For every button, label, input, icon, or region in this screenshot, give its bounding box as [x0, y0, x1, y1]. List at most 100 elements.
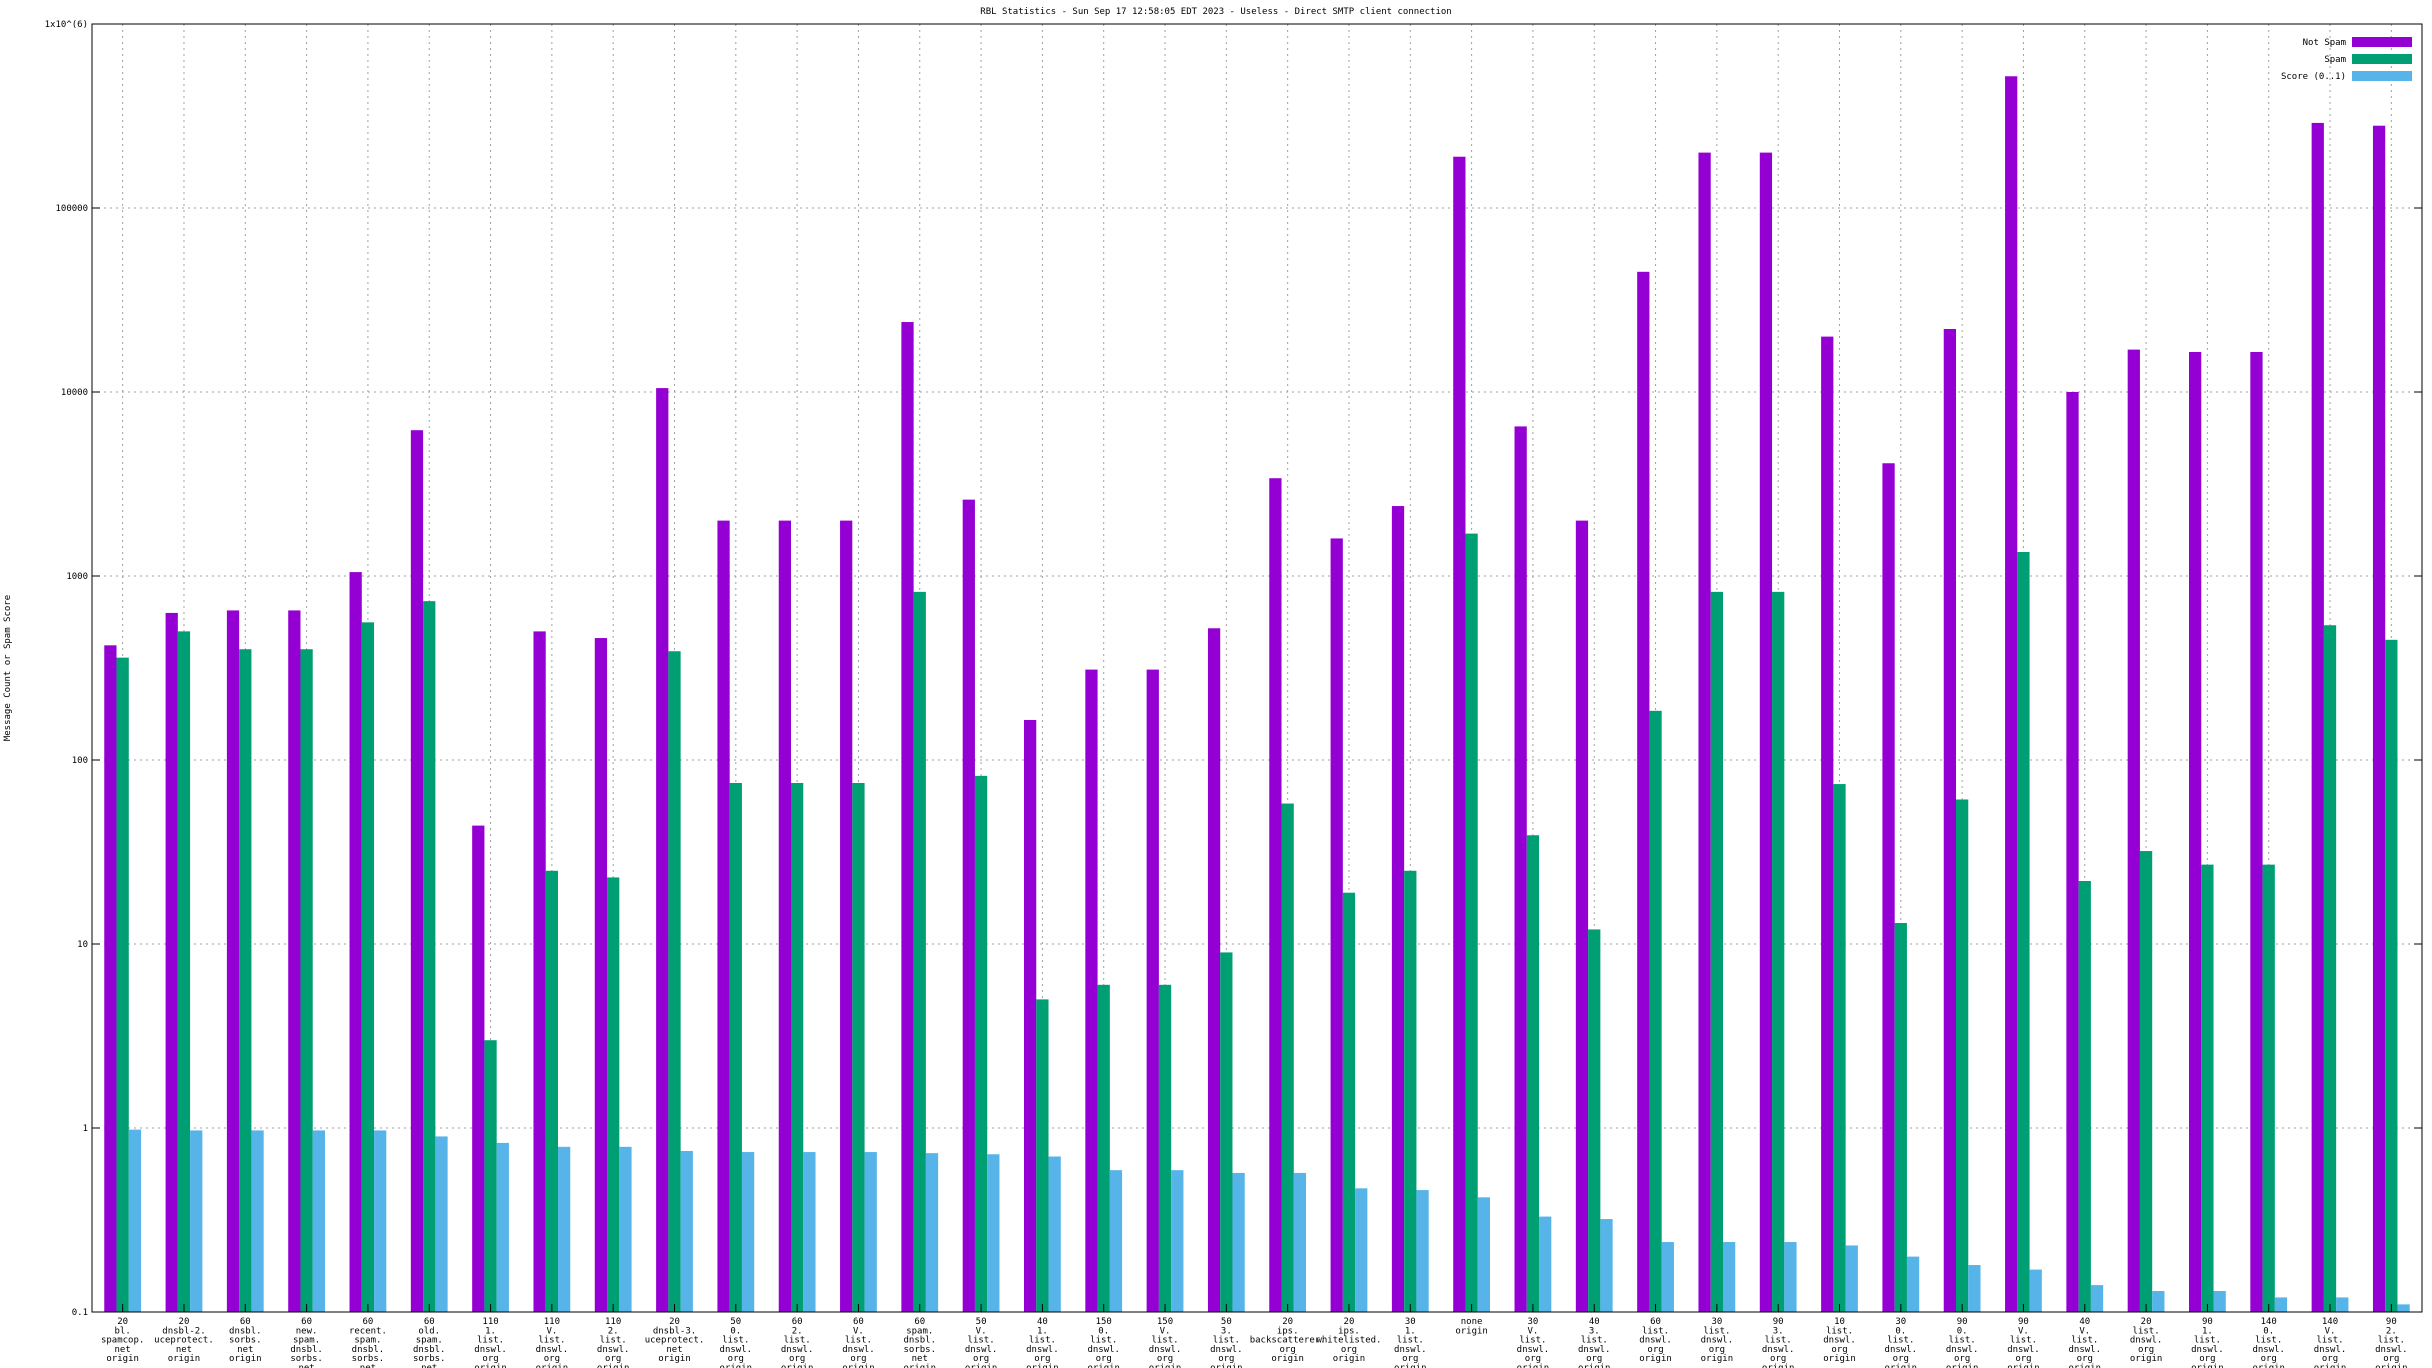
x-category-label-line: 40	[1589, 1317, 1600, 1327]
bar-score-0-1	[1968, 1265, 1981, 1312]
bar-score-0-1	[1661, 1242, 1674, 1312]
bar-spam	[668, 651, 681, 1312]
x-category-label-line: 20	[1344, 1317, 1355, 1327]
bar-not-spam	[2250, 351, 2263, 1313]
y-ticks: 0.1 1 10 100 1000 10000 100000 1x10^(6)	[45, 20, 2422, 1318]
bar-not-spam	[1698, 152, 1711, 1313]
x-category-label-line: 50	[730, 1317, 741, 1327]
x-category-label-line: 60	[1650, 1317, 1661, 1327]
bar-score-0-1	[251, 1130, 264, 1312]
x-category-label-line: list.	[1519, 1336, 1546, 1346]
bar-spam	[300, 649, 313, 1312]
x-category-label-line: dnswl.	[1639, 1336, 1672, 1346]
bar-score-0-1	[2213, 1291, 2226, 1312]
x-category-label-line: 60	[301, 1317, 312, 1327]
legend-swatch	[2352, 37, 2412, 47]
bar-not-spam	[349, 572, 362, 1312]
bar-score-0-1	[1723, 1242, 1736, 1312]
x-category-label-line: origin	[781, 1364, 814, 1368]
x-category-label-line: org	[2077, 1354, 2093, 1364]
x-category-label-line: 30	[1895, 1317, 1906, 1327]
x-category-label-line: org	[1525, 1354, 1541, 1364]
x-category-label-line: dnswl.	[2007, 1345, 2040, 1355]
x-category-label-line: list.	[538, 1336, 565, 1346]
x-category-label-line: dnswl.	[1210, 1345, 1243, 1355]
x-category-label-line: origin	[965, 1364, 998, 1368]
bar-spam	[1342, 892, 1356, 1312]
x-category-label-line: origin	[1517, 1364, 1550, 1368]
y-tick-label: 1	[83, 1124, 88, 1134]
bar-spam	[1649, 710, 1662, 1312]
x-category-label-line: origin	[474, 1364, 507, 1368]
bar-not-spam	[2127, 349, 2140, 1313]
x-category-label-line: uceprotect.	[645, 1336, 705, 1346]
bar-not-spam	[533, 631, 546, 1312]
x-category-label-line: origin	[2375, 1364, 2408, 1368]
x-category-label-line: net	[115, 1345, 131, 1355]
x-category-label-line: list.	[1151, 1336, 1178, 1346]
x-category-label-line: list.	[1826, 1326, 1853, 1336]
y-tick-label: 10000	[61, 388, 88, 398]
x-category-label-line: V.	[976, 1326, 987, 1336]
bar-score-0-1	[803, 1152, 816, 1312]
x-category-label-line: dnswl.	[720, 1345, 753, 1355]
bar-not-spam	[410, 430, 424, 1312]
x-category-label-line: 150	[1157, 1317, 1173, 1327]
x-category-label-line: V.	[2018, 1326, 2029, 1336]
x-category-label-line: org	[1280, 1345, 1296, 1355]
x-category-label-line: 20	[1282, 1317, 1293, 1327]
x-category-label-line: spam.	[293, 1336, 320, 1346]
x-category-label-line: recent.	[349, 1326, 387, 1336]
x-category-label-line: 3.	[1773, 1326, 1784, 1336]
x-category-label-line: sorbs.	[352, 1354, 385, 1364]
x-category-label-line: origin	[1946, 1364, 1979, 1368]
bar-score-0-1	[1906, 1256, 1920, 1312]
bar-not-spam	[1269, 478, 1282, 1313]
x-category-label-line: origin	[2069, 1364, 2102, 1368]
chart-title: RBL Statistics - Sun Sep 17 12:58:05 EDT…	[980, 7, 1451, 17]
x-category-label-line: sorbs.	[229, 1336, 262, 1346]
x-category-label-line: 110	[482, 1317, 498, 1327]
bar-not-spam	[656, 388, 669, 1313]
x-category-label-line: origin	[1885, 1364, 1918, 1368]
bar-not-spam	[901, 322, 914, 1312]
bar-score-0-1	[190, 1130, 203, 1312]
x-category-label-line: ips.	[1277, 1326, 1299, 1336]
bar-not-spam	[1514, 426, 1527, 1312]
x-category-label-line: V.	[546, 1326, 557, 1336]
bar-spam	[1588, 929, 1601, 1312]
x-category-label-line: org	[2261, 1354, 2277, 1364]
bar-spam	[1894, 923, 1907, 1312]
x-category-label-line: 60	[240, 1317, 251, 1327]
x-category-label-line: 90	[2386, 1317, 2397, 1327]
x-category-label-line: 0.	[730, 1326, 741, 1336]
x-category-label-line: list.	[1397, 1336, 1424, 1346]
x-category-label-line: spam.	[354, 1336, 381, 1346]
x-category-label-line: org	[850, 1354, 866, 1364]
x-category-label-line: list.	[2071, 1336, 2098, 1346]
x-category-label-line: 3.	[1221, 1326, 1232, 1336]
x-category-label-line: list.	[2133, 1326, 2160, 1336]
x-category-label-line: origin	[106, 1354, 139, 1364]
bar-score-0-1	[2397, 1304, 2410, 1312]
x-category-label-line: origin	[168, 1354, 201, 1364]
x-category-label-line: net	[912, 1354, 928, 1364]
x-category-label-line: org	[1954, 1354, 1970, 1364]
x-category-label-line: 60	[914, 1317, 925, 1327]
x-category-label-line: origin	[1149, 1364, 1182, 1368]
bar-score-0-1	[435, 1136, 448, 1312]
x-category-label-line: 140	[2261, 1317, 2277, 1327]
x-category-label-line: org	[789, 1354, 805, 1364]
legend: Not Spam Spam Score (0..1)	[2281, 37, 2412, 82]
bar-spam	[177, 631, 191, 1312]
x-category-label-line: 50	[976, 1317, 987, 1327]
x-category-label-line: 0.	[1098, 1326, 1109, 1336]
bar-spam	[1404, 870, 1417, 1312]
